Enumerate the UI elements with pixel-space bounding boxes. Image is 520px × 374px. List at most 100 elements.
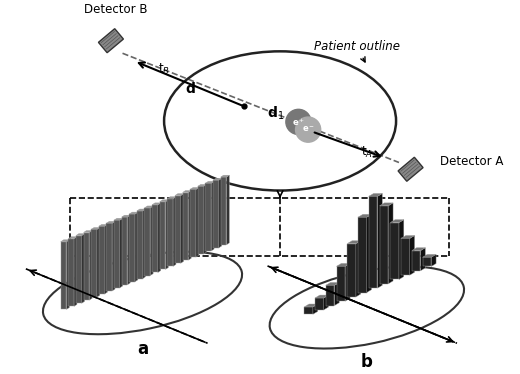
- Polygon shape: [129, 214, 135, 282]
- Polygon shape: [137, 209, 146, 211]
- Polygon shape: [107, 221, 115, 223]
- Polygon shape: [356, 241, 361, 297]
- Polygon shape: [326, 282, 339, 285]
- Polygon shape: [388, 203, 393, 284]
- Polygon shape: [61, 242, 67, 309]
- Polygon shape: [423, 254, 436, 257]
- Polygon shape: [220, 175, 229, 177]
- Polygon shape: [421, 248, 425, 271]
- Polygon shape: [220, 177, 226, 245]
- Polygon shape: [175, 196, 181, 263]
- Polygon shape: [205, 183, 211, 251]
- Polygon shape: [112, 221, 115, 291]
- Polygon shape: [127, 215, 131, 285]
- Polygon shape: [181, 194, 184, 263]
- Polygon shape: [198, 184, 206, 186]
- Polygon shape: [160, 202, 165, 269]
- Polygon shape: [412, 251, 421, 271]
- Polygon shape: [135, 212, 138, 282]
- Polygon shape: [74, 237, 77, 306]
- Polygon shape: [358, 214, 372, 217]
- Polygon shape: [190, 187, 199, 190]
- Polygon shape: [152, 203, 161, 205]
- Polygon shape: [175, 194, 184, 196]
- Polygon shape: [190, 190, 196, 257]
- Polygon shape: [369, 196, 378, 288]
- Polygon shape: [122, 217, 127, 285]
- Polygon shape: [412, 248, 425, 251]
- Polygon shape: [114, 218, 123, 220]
- Polygon shape: [213, 180, 219, 248]
- Circle shape: [295, 117, 321, 142]
- Text: Detector B: Detector B: [84, 3, 148, 16]
- Polygon shape: [129, 212, 138, 214]
- Polygon shape: [219, 178, 222, 248]
- Polygon shape: [226, 175, 229, 245]
- Polygon shape: [211, 181, 214, 251]
- Polygon shape: [91, 229, 97, 297]
- Text: e$^-$: e$^-$: [302, 125, 315, 134]
- Polygon shape: [326, 285, 334, 306]
- Polygon shape: [158, 203, 161, 273]
- Polygon shape: [167, 197, 176, 199]
- Polygon shape: [105, 224, 108, 294]
- Polygon shape: [367, 214, 372, 292]
- Polygon shape: [67, 240, 69, 309]
- Polygon shape: [145, 208, 150, 276]
- Text: a: a: [137, 340, 148, 358]
- Polygon shape: [99, 224, 108, 226]
- Polygon shape: [107, 223, 112, 291]
- Polygon shape: [347, 241, 361, 243]
- Polygon shape: [304, 307, 313, 314]
- Polygon shape: [336, 263, 350, 266]
- Polygon shape: [152, 205, 158, 273]
- Polygon shape: [82, 234, 85, 303]
- Polygon shape: [323, 295, 329, 310]
- Polygon shape: [84, 233, 89, 300]
- Polygon shape: [196, 187, 199, 257]
- Polygon shape: [165, 200, 168, 269]
- Polygon shape: [369, 193, 382, 196]
- Polygon shape: [399, 220, 404, 279]
- Polygon shape: [398, 157, 423, 181]
- Polygon shape: [114, 220, 120, 288]
- Polygon shape: [315, 295, 329, 298]
- Polygon shape: [358, 217, 367, 292]
- Polygon shape: [198, 186, 203, 254]
- Polygon shape: [188, 191, 191, 260]
- Polygon shape: [68, 239, 74, 306]
- Polygon shape: [423, 257, 431, 266]
- Polygon shape: [315, 298, 323, 310]
- Polygon shape: [167, 199, 173, 266]
- Polygon shape: [99, 226, 105, 294]
- Polygon shape: [391, 220, 404, 223]
- Text: t$_A$: t$_A$: [361, 145, 373, 160]
- Polygon shape: [122, 215, 131, 217]
- Polygon shape: [380, 203, 393, 206]
- Polygon shape: [120, 218, 123, 288]
- Polygon shape: [313, 304, 318, 314]
- Polygon shape: [84, 231, 92, 233]
- Polygon shape: [410, 236, 414, 275]
- Text: Patient outline: Patient outline: [314, 40, 400, 62]
- Text: d$_1$: d$_1$: [267, 104, 284, 122]
- Polygon shape: [68, 237, 77, 239]
- Polygon shape: [76, 236, 82, 303]
- Text: Detector A: Detector A: [439, 155, 503, 168]
- Text: t$_B$: t$_B$: [158, 62, 170, 77]
- Polygon shape: [183, 193, 188, 260]
- Polygon shape: [213, 178, 222, 180]
- Polygon shape: [391, 223, 399, 279]
- Polygon shape: [431, 254, 436, 266]
- Polygon shape: [89, 231, 92, 300]
- Polygon shape: [173, 197, 176, 266]
- Polygon shape: [380, 206, 388, 284]
- Polygon shape: [98, 29, 123, 53]
- Polygon shape: [401, 236, 414, 238]
- Text: d: d: [185, 82, 195, 96]
- Polygon shape: [61, 240, 69, 242]
- Text: b: b: [361, 353, 373, 371]
- Polygon shape: [304, 304, 318, 307]
- Polygon shape: [334, 282, 339, 306]
- Polygon shape: [183, 191, 191, 193]
